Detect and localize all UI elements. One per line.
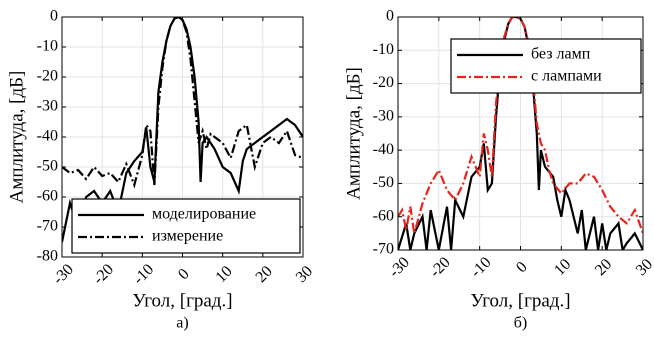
legend-label: без ламп <box>531 46 591 63</box>
legend-box <box>71 198 301 254</box>
x-tick-label: -20 <box>90 261 117 288</box>
x-tick-label: -30 <box>50 261 77 288</box>
y-tick-label: -50 <box>373 174 394 191</box>
y-tick-label: -10 <box>37 38 58 55</box>
series-line <box>398 17 643 234</box>
subplot-label: б) <box>514 315 527 332</box>
y-tick-label: -30 <box>37 98 58 115</box>
y-tick-label: -50 <box>37 158 58 175</box>
x-tick-label: -10 <box>130 261 157 288</box>
x-tick-label: 10 <box>551 256 574 279</box>
series-line <box>62 17 303 189</box>
y-tick-label: -40 <box>373 141 394 158</box>
x-tick-label: 10 <box>212 263 235 286</box>
x-tick-label: -30 <box>386 254 413 281</box>
y-tick-label: -70 <box>373 241 394 258</box>
y-axis-label: Амплитуда, [дБ] <box>6 71 27 204</box>
x-axis-label: Угол, [град.] <box>132 290 232 311</box>
y-tick-label: -70 <box>37 218 58 235</box>
x-tick-label: 0 <box>175 266 193 284</box>
x-tick-label: 20 <box>253 263 276 286</box>
x-tick-label: -10 <box>468 254 495 281</box>
x-axis-label: Угол, [град.] <box>470 290 570 311</box>
y-tick-label: -60 <box>37 188 58 205</box>
x-tick-label: 30 <box>293 263 316 286</box>
y-tick-label: -20 <box>373 74 394 91</box>
legend-label: измерение <box>152 228 223 245</box>
y-tick-label: -30 <box>373 108 394 125</box>
legend-label: с лампами <box>531 68 602 85</box>
x-tick-label: 0 <box>513 259 531 277</box>
legend-label: моделирование <box>152 206 256 223</box>
y-tick-label: 0 <box>50 8 58 25</box>
x-tick-label: 30 <box>633 256 654 279</box>
y-tick-label: -10 <box>373 41 394 58</box>
axes-box <box>397 16 644 251</box>
y-tick-label: -40 <box>37 128 58 145</box>
axes-box <box>61 16 304 258</box>
x-tick-label: 20 <box>592 256 615 279</box>
y-tick-label: -20 <box>37 68 58 85</box>
y-axis-label: Амплитуда, [дБ] <box>343 67 364 200</box>
y-tick-label: -80 <box>37 248 58 265</box>
y-tick-label: 0 <box>386 8 394 25</box>
plot-lines <box>398 17 643 250</box>
x-tick-label: -20 <box>427 254 454 281</box>
legend-box <box>450 38 642 94</box>
y-tick-label: -60 <box>373 207 394 224</box>
subplot-label: а) <box>176 315 188 332</box>
